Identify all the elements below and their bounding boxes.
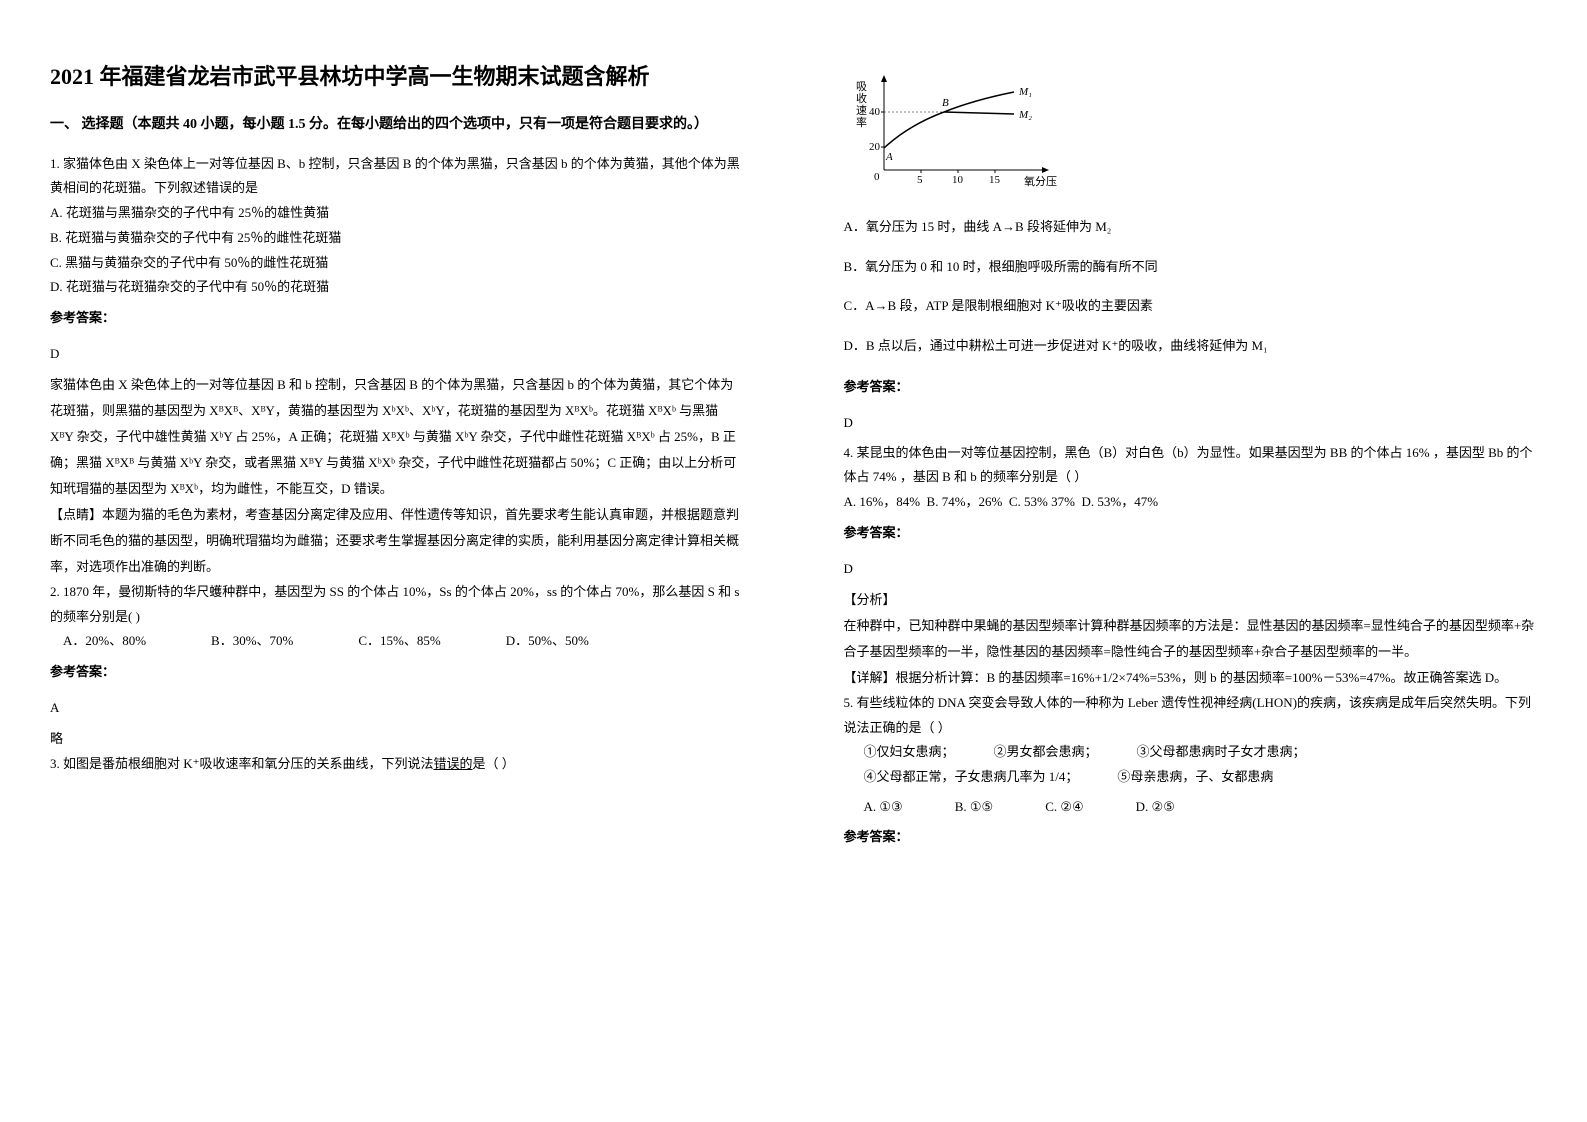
q4-detail: 【详解】根据分析计算：B 的基因频率=16%+1/2×74%=53%，则 b 的… xyxy=(844,665,1538,691)
q5-option-b: B. ①⑤ xyxy=(955,799,993,814)
q1-explanation-2: 【点睛】本题为猫的毛色为素材，考查基因分离定律及应用、伴性遗传等知识，首先要求考… xyxy=(50,502,744,580)
q1-option-d: D. 花斑猫与花斑猫杂交的子代中有 50％的花斑猫 xyxy=(50,275,744,300)
document-title: 2021 年福建省龙岩市武平县林坊中学高一生物期末试题含解析 xyxy=(50,60,744,93)
chart-svg: 吸 收 速 率 氧分压 40 20 0 5 10 15 A B xyxy=(844,70,1074,190)
origin: 0 xyxy=(874,171,880,183)
q1-option-c: C. 黑猫与黄猫杂交的子代中有 50％的雌性花斑猫 xyxy=(50,251,744,276)
q5-statements-1: ①仅妇女患病； ②男女都会患病； ③父母都患病时子女才患病； xyxy=(844,740,1538,765)
q2-stem: 2. 1870 年，曼彻斯特的华尺蠖种群中，基因型为 SS 的个体占 10%，S… xyxy=(50,580,744,629)
q3-option-c: C．A→B 段，ATP 是限制根细胞对 K⁺吸收的主要因素 xyxy=(844,294,1538,319)
curve-m1: M₁ xyxy=(1018,86,1032,98)
q5-options: A. ①③ B. ①⑤ C. ②④ D. ②⑤ xyxy=(844,795,1538,820)
q4-stem: 4. 某昆虫的体色由一对等位基因控制，黑色（B）对白色（b）为显性。如果基因型为… xyxy=(844,441,1538,490)
q5-stmt-4: ④父母都正常，子女患病几率为 1/4； xyxy=(864,769,1079,784)
x-tick-10: 10 xyxy=(952,174,964,186)
q3-option-a: A．氧分压为 15 时，曲线 A→B 段将延伸为 M₂ xyxy=(844,215,1538,240)
q1-option-b: B. 花斑猫与黄猫杂交的子代中有 25％的雌性花斑猫 xyxy=(50,226,744,251)
q5-stmt-5: ⑤母亲患病，子、女都患病 xyxy=(1117,769,1273,784)
q4-analysis-label: 【分析】 xyxy=(844,587,1538,613)
q2-answer-label: 参考答案： xyxy=(50,659,744,685)
q4-answer-label: 参考答案： xyxy=(844,520,1538,546)
point-b: B xyxy=(942,97,949,109)
q3-answer-label: 参考答案： xyxy=(844,374,1538,400)
q2-option-d: D．50%、50% xyxy=(506,633,589,648)
q5-stmt-3: ③父母都患病时子女才患病； xyxy=(1137,744,1306,759)
point-a: A xyxy=(885,151,893,163)
q3-stem-underline: 错误的 xyxy=(434,756,473,771)
q4-option-c: C. 53% 37% xyxy=(1009,494,1075,509)
q5-stem: 5. 有些线粒体的 DNA 突变会导致人体的一种称为 Leber 遗传性视神经病… xyxy=(844,691,1538,740)
x-tick-15: 15 xyxy=(989,174,1001,186)
q2-option-b: B．30%、70% xyxy=(211,633,293,648)
q4-option-d: D. 53%，47% xyxy=(1081,494,1158,509)
q2-note: 略 xyxy=(50,726,744,752)
curve-m2: M₂ xyxy=(1018,109,1032,121)
left-column: 2021 年福建省龙岩市武平县林坊中学高一生物期末试题含解析 一、 选择题（本题… xyxy=(0,0,794,1122)
section-header: 一、 选择题（本题共 40 小题，每小题 1.5 分。在每小题给出的四个选项中，… xyxy=(50,113,744,137)
q1-option-a: A. 花斑猫与黑猫杂交的子代中有 25％的雄性黄猫 xyxy=(50,201,744,226)
x-label: 氧分压 xyxy=(1024,174,1057,188)
y-label-4: 率 xyxy=(856,115,867,129)
q3-chart: 吸 收 速 率 氧分压 40 20 0 5 10 15 A B xyxy=(844,70,1538,195)
y-label-2: 收 xyxy=(856,91,867,105)
q3-option-d: D．B 点以后，通过中耕松土可进一步促进对 K⁺的吸收，曲线将延伸为 M₁ xyxy=(844,334,1538,359)
q5-stmt-1: ①仅妇女患病； xyxy=(864,744,955,759)
q4-option-b: B. 74%，26% xyxy=(927,494,1003,509)
q5-stmt-2: ②男女都会患病； xyxy=(994,744,1098,759)
q3-answer: D xyxy=(844,410,1538,436)
q2-options: A．20%、80% B．30%、70% C．15%、85% D．50%、50% xyxy=(50,629,744,654)
q2-option-c: C．15%、85% xyxy=(358,633,440,648)
q1-explanation-1: 家猫体色由 X 染色体上的一对等位基因 B 和 b 控制，只含基因 B 的个体为… xyxy=(50,372,744,502)
q2-option-a: A．20%、80% xyxy=(63,633,146,648)
y-label-1: 吸 xyxy=(856,81,867,93)
y-label-3: 速 xyxy=(856,104,867,117)
q3-stem: 3. 如图是番茄根细胞对 K⁺吸收速率和氧分压的关系曲线，下列说法错误的是（ ） xyxy=(50,752,744,777)
q3-stem-text: 3. 如图是番茄根细胞对 K⁺吸收速率和氧分压的关系曲线，下列说法 xyxy=(50,756,434,771)
q4-analysis: 在种群中，已知种群中果蝇的基因型频率计算种群基因频率的方法是：显性基因的基因频率… xyxy=(844,613,1538,665)
q1-answer: D xyxy=(50,341,744,367)
q5-option-d: D. ②⑤ xyxy=(1136,799,1175,814)
q4-answer: D xyxy=(844,556,1538,582)
q5-answer-label: 参考答案： xyxy=(844,824,1538,850)
q4-options: A. 16%，84% B. 74%，26% C. 53% 37% D. 53%，… xyxy=(844,490,1538,515)
q4-option-a: A. 16%，84% xyxy=(844,494,921,509)
q2-answer: A xyxy=(50,695,744,721)
y-tick-20: 20 xyxy=(869,141,881,153)
x-tick-5: 5 xyxy=(917,174,923,186)
q3-option-b: B．氧分压为 0 和 10 时，根细胞呼吸所需的酶有所不同 xyxy=(844,255,1538,280)
q3-stem-end: 是（ ） xyxy=(473,756,515,771)
right-column: 吸 收 速 率 氧分压 40 20 0 5 10 15 A B xyxy=(794,0,1587,1122)
q5-statements-2: ④父母都正常，子女患病几率为 1/4； ⑤母亲患病，子、女都患病 xyxy=(844,765,1538,790)
q1-stem: 1. 家猫体色由 X 染色体上一对等位基因 B、b 控制，只含基因 B 的个体为… xyxy=(50,152,744,201)
y-tick-40: 40 xyxy=(869,106,881,118)
q5-option-c: C. ②④ xyxy=(1045,799,1083,814)
q5-option-a: A. ①③ xyxy=(864,799,903,814)
q1-answer-label: 参考答案： xyxy=(50,305,744,331)
